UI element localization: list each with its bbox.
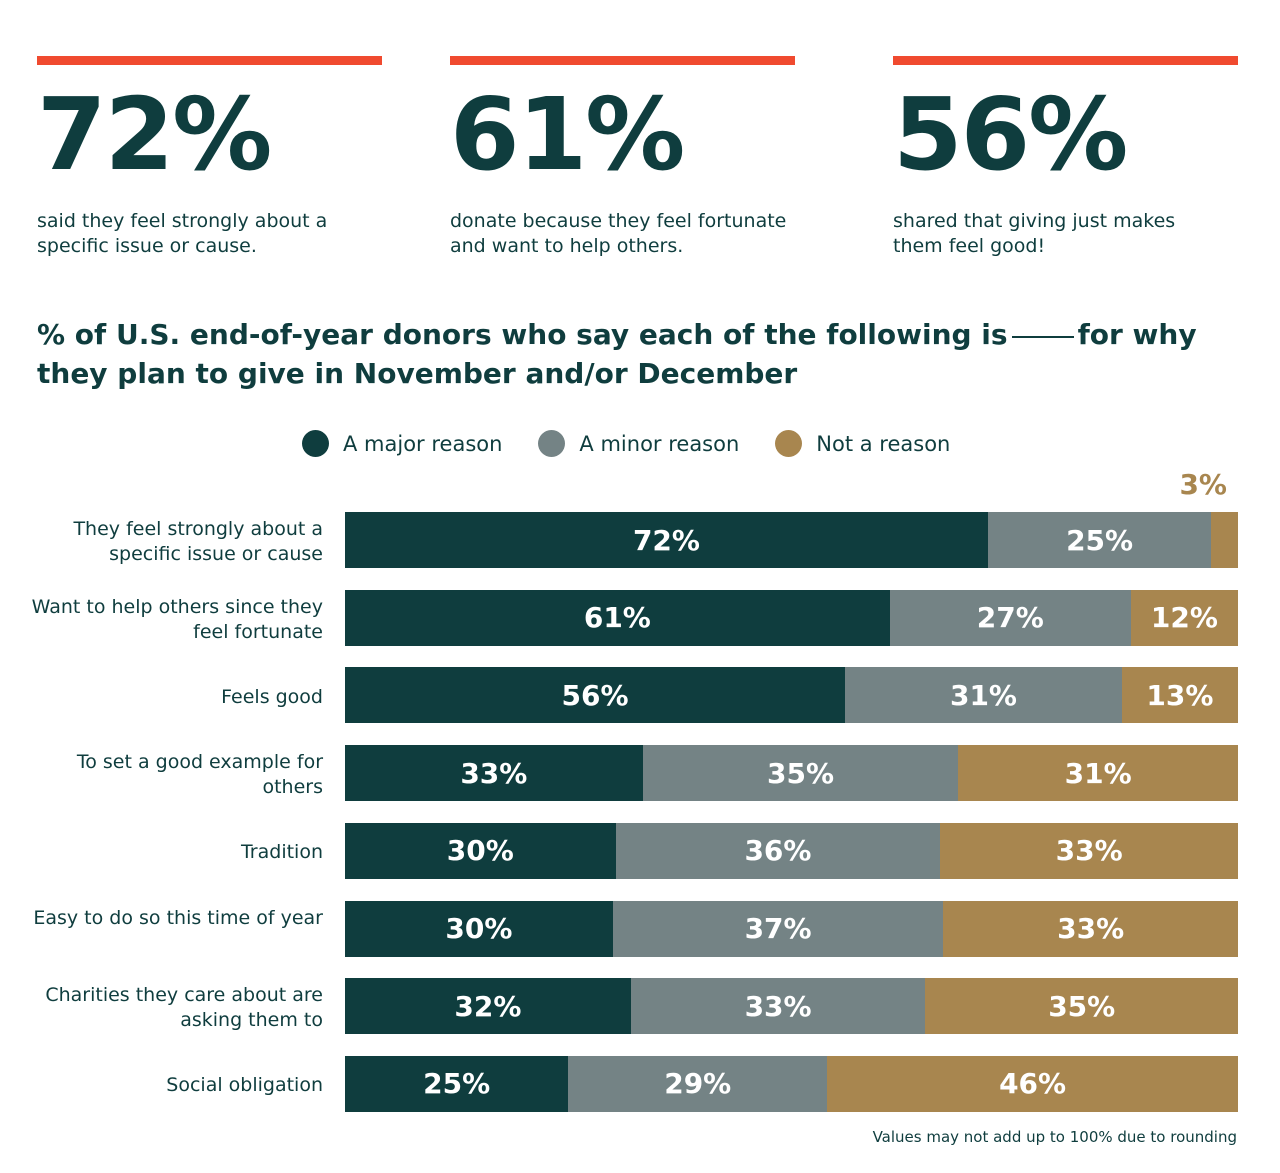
bar-segment: 25%: [987, 512, 1212, 568]
stat-description: shared that giving just makes them feel …: [893, 210, 1176, 257]
legend-label: Not a reason: [816, 431, 951, 456]
stacked-bar: 30% 37% 33%: [345, 900, 1238, 957]
bar-segment: 32%: [345, 978, 631, 1035]
bar-segment: 33%: [940, 822, 1238, 879]
stat-card-2: 56% shared that giving just makes them f…: [893, 56, 1238, 259]
category-label: Easy to do so this time of year: [33, 906, 323, 929]
stat-rule: [450, 56, 795, 65]
stat-rule: [893, 56, 1238, 65]
category-label: Tradition: [240, 841, 323, 864]
bar-segment: 46%: [827, 1055, 1238, 1112]
bar-segment: 13%: [1121, 667, 1238, 724]
category-label: Feels good: [221, 685, 323, 708]
legend-item: A major reason: [302, 430, 502, 457]
bar-segment: 27%: [889, 589, 1131, 646]
category-label: Social obligation: [166, 1074, 323, 1097]
bar-segment: 35%: [642, 745, 959, 802]
bar-segment: 37%: [612, 900, 944, 957]
bar-segment: 29%: [568, 1055, 828, 1112]
stat-description: donate because they feel fortunate and w…: [450, 210, 787, 257]
legend-label: A major reason: [343, 431, 503, 456]
category-label: They feel strongly about a specific issu…: [73, 518, 323, 565]
stacked-bar: 72% 25%: [345, 512, 1238, 568]
stacked-bar: 56% 31% 13%: [345, 667, 1238, 724]
legend-item: Not a reason: [775, 430, 950, 457]
stat-card-0: 72% said they feel strongly about a spec…: [37, 56, 382, 259]
bar-segment: 25%: [345, 1055, 569, 1112]
bar-segment: 33%: [943, 900, 1238, 957]
stat-value: 72%: [37, 76, 272, 193]
rounding-note: Values may not add up to 100% due to rou…: [872, 1128, 1237, 1146]
chart-legend: A major reason A minor reason Not a reason: [302, 430, 950, 457]
stat-value: 61%: [450, 76, 685, 193]
stacked-bar: 32% 33% 35%: [345, 978, 1238, 1035]
bar-segment: 36%: [615, 822, 941, 879]
bar-segment: 61%: [345, 589, 890, 646]
bar-segment: 31%: [845, 667, 1122, 724]
legend-swatch: [302, 430, 329, 457]
chart-title-part-2: for why they plan to give in November an…: [37, 318, 1197, 390]
stat-description: said they feel strongly about a specific…: [37, 210, 328, 257]
chart-title: % of U.S. end-of-year donors who say eac…: [37, 315, 1237, 393]
stacked-bar: 25% 29% 46%: [345, 1055, 1238, 1112]
chart-title-part-1: % of U.S. end-of-year donors who say eac…: [37, 318, 1008, 351]
legend-swatch: [538, 430, 566, 457]
bar-segment: 30%: [345, 900, 613, 957]
bar-segment: 30%: [345, 822, 616, 879]
stacked-bar: 30% 36% 33%: [345, 822, 1238, 879]
bar-segment: 33%: [630, 978, 926, 1035]
stat-card-1: 61% donate because they feel fortunate a…: [450, 56, 795, 259]
legend-label: A minor reason: [579, 431, 740, 456]
bar-segment: [1211, 512, 1238, 568]
category-label: To set a good example for others: [76, 751, 323, 799]
stat-value: 56%: [893, 76, 1128, 193]
title-blank: [1011, 336, 1074, 338]
bar-segment: 31%: [958, 745, 1238, 802]
bar-segment: 35%: [925, 978, 1238, 1035]
legend-swatch: [775, 430, 803, 457]
stat-rule: [37, 56, 382, 65]
bar-segment: 56%: [345, 667, 846, 724]
stacked-bar: 61% 27% 12%: [345, 589, 1238, 646]
category-label: Want to help others since they feel fort…: [31, 595, 323, 643]
category-label: Charities they care about are asking the…: [45, 984, 323, 1032]
bar-segment: 72%: [345, 512, 988, 568]
bar-segment: 12%: [1130, 589, 1238, 646]
data-label: 3%: [1179, 468, 1227, 501]
stacked-bar: 33% 35% 31%: [345, 745, 1238, 802]
legend-item: A minor reason: [538, 430, 739, 457]
bar-segment: 33%: [345, 745, 643, 802]
